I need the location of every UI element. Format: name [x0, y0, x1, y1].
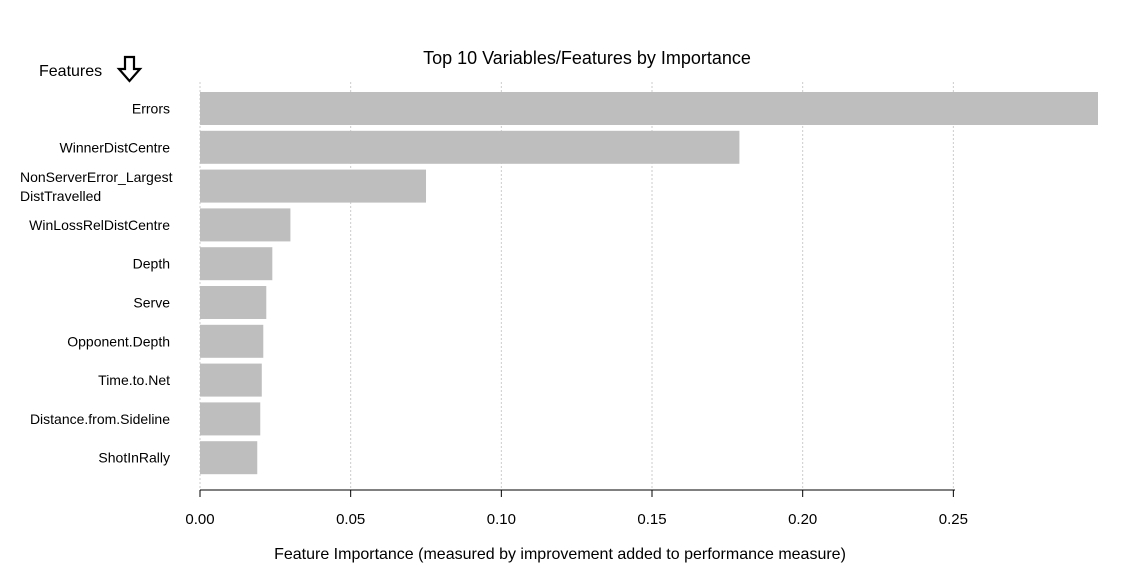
- bar: [200, 324, 264, 358]
- bar: [200, 92, 1098, 125]
- x-axis-ticks: 0.00 0.05 0.10 0.15 0.20 0.25: [185, 490, 968, 528]
- category-label: WinLossRelDistCentre: [29, 217, 170, 233]
- bar: [200, 208, 291, 242]
- x-tick-label: 0.00: [185, 511, 214, 528]
- bar: [200, 169, 427, 203]
- category-label: Errors: [132, 101, 170, 117]
- category-label: Serve: [133, 295, 170, 311]
- x-axis-title: Feature Importance (measured by improvem…: [274, 546, 846, 563]
- category-label: ShotInRally: [98, 450, 170, 466]
- bar: [200, 130, 740, 164]
- x-tick-label: 0.25: [939, 511, 968, 528]
- category-label: WinnerDistCentre: [60, 139, 171, 155]
- category-label: Depth: [133, 256, 170, 272]
- chart-title: Top 10 Variables/Features by Importance: [423, 48, 751, 68]
- bars: [200, 92, 1098, 475]
- category-labels: Errors WinnerDistCentre NonServerError_Lar…: [20, 101, 173, 466]
- x-tick-label: 0.15: [637, 511, 666, 528]
- category-label: Opponent.Depth: [67, 333, 170, 349]
- category-label: Distance.from.Sideline: [30, 411, 170, 427]
- features-heading: Features: [39, 63, 102, 80]
- bar: [200, 247, 273, 281]
- category-label: Time.to.Net: [98, 372, 170, 388]
- x-tick-label: 0.10: [487, 511, 516, 528]
- x-tick-label: 0.05: [336, 511, 365, 528]
- bar: [200, 441, 258, 475]
- category-label: NonServerError_Largest DistTravelled: [20, 169, 173, 204]
- bar: [200, 402, 261, 436]
- x-tick-label: 0.20: [788, 511, 817, 528]
- bar: [200, 286, 267, 319]
- bar: [200, 363, 262, 397]
- down-arrow-icon: [116, 55, 143, 83]
